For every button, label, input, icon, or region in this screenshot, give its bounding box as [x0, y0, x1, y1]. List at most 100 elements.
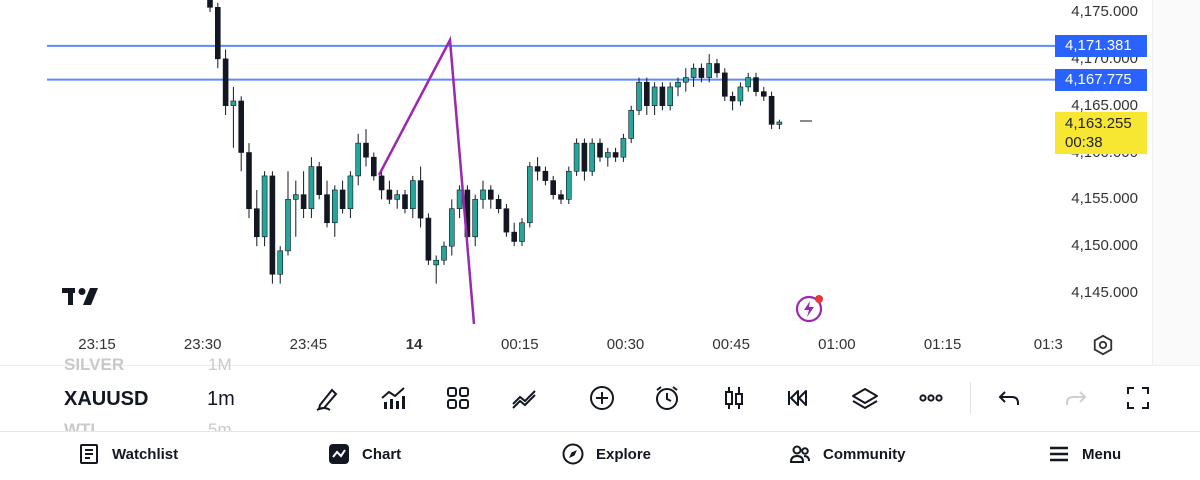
candle — [487, 185, 494, 209]
candle-body-down — [238, 100, 244, 153]
candle-body-up — [745, 77, 752, 88]
candle — [456, 185, 463, 219]
candle-body-down — [417, 180, 424, 219]
price-tick-label: 4,165.000 — [1071, 96, 1138, 114]
chart-settings-icon[interactable] — [1092, 334, 1114, 356]
nav-menu[interactable]: Menu — [1048, 443, 1121, 465]
symbol-picker-prev[interactable]: SILVER — [64, 355, 125, 374]
candle — [425, 213, 432, 265]
candle — [441, 241, 447, 265]
time-tick-label: 23:45 — [289, 336, 328, 353]
nav-explore[interactable]: Explore — [562, 443, 651, 465]
candle — [721, 68, 728, 101]
candle-body-down — [324, 194, 330, 224]
current-price-label: 4,163.255 00:38 — [1055, 112, 1147, 154]
timeframe-selector[interactable]: 1m — [207, 388, 235, 410]
candle-body-up — [737, 86, 744, 102]
candle — [363, 129, 369, 167]
trend-drawing[interactable] — [377, 35, 476, 325]
candle-body-up — [456, 189, 463, 209]
candle-body-down — [316, 166, 323, 195]
chart-canvas[interactable]: 4,175.0004,170.0004,165.0004,160.0004,15… — [0, 0, 1200, 365]
more-button[interactable] — [913, 380, 949, 416]
candle — [729, 91, 736, 111]
candle — [667, 82, 674, 111]
candle — [698, 63, 705, 83]
candle — [550, 175, 557, 200]
layouts-button[interactable] — [440, 380, 476, 416]
nav-watchlist[interactable]: Watchlist — [78, 443, 178, 465]
nav-community[interactable]: Community — [789, 443, 906, 465]
candle — [324, 180, 330, 228]
candle — [230, 86, 237, 148]
candle-body-up — [682, 77, 689, 83]
compare-icon — [512, 390, 536, 409]
candle-body-down — [487, 189, 494, 200]
time-tick-label: 01:15 — [923, 336, 962, 353]
pencil-icon — [316, 388, 338, 411]
undo-button[interactable] — [991, 380, 1027, 416]
time-tick-label: 23:15 — [78, 336, 116, 353]
nav-chart[interactable]: Chart — [328, 443, 401, 465]
replay-button[interactable] — [780, 380, 816, 416]
candle-body-down — [363, 142, 369, 158]
price-tick-label: 4,150.000 — [1071, 237, 1138, 255]
time-tick-label: 00:30 — [606, 336, 645, 353]
candle — [339, 180, 346, 214]
candle — [737, 82, 744, 106]
timeframe-prev[interactable]: 1M — [208, 355, 232, 374]
candle — [760, 86, 767, 101]
candle — [402, 189, 408, 214]
add-symbol-button[interactable] — [584, 380, 620, 416]
alert-price-flag-2[interactable]: 4,167.775 — [1055, 69, 1147, 91]
candle — [215, 2, 221, 69]
candle-body-up — [628, 110, 635, 139]
candle-body-up — [565, 170, 572, 200]
drawing-tools-button[interactable] — [310, 380, 346, 416]
drawing-tool-lines[interactable] — [377, 35, 476, 325]
candle — [651, 82, 658, 116]
time-tick-label: 01:3 — [1033, 336, 1063, 353]
candle-body-down — [402, 194, 408, 209]
alert-price-flag-1[interactable]: 4,171.381 — [1055, 35, 1147, 57]
candle — [542, 166, 549, 186]
indicators-button[interactable] — [375, 380, 411, 416]
alert-lines[interactable] — [47, 44, 1055, 81]
time-tick-label: 14 — [405, 336, 423, 353]
candle-body-up — [526, 166, 533, 224]
candle-body-up — [331, 189, 338, 224]
bottom-navigation — [0, 431, 1200, 480]
candle-body-up — [277, 250, 284, 275]
candle — [659, 82, 666, 111]
candle-body-up — [675, 81, 681, 88]
right-scroll-edge[interactable] — [1152, 0, 1200, 365]
bar-countdown: 00:38 — [1065, 134, 1103, 151]
candle-body-down — [495, 199, 502, 209]
symbol-name[interactable]: XAUUSD — [64, 388, 149, 410]
candle-body-down — [534, 166, 541, 172]
candle — [534, 157, 541, 181]
candle-body-down — [550, 180, 557, 195]
candle-body-down — [254, 208, 260, 238]
candle-body-down — [659, 86, 666, 106]
time-tick-label: 00:15 — [501, 336, 539, 353]
candle-body-up — [394, 194, 401, 200]
redo-icon — [1066, 391, 1087, 405]
candle-body-down — [729, 96, 736, 102]
replay-lightning-icon[interactable] — [795, 294, 825, 324]
price-tick-label: 4,175.000 — [1071, 3, 1138, 20]
candlestick-chart[interactable] — [0, 0, 1152, 365]
fullscreen-icon — [1127, 387, 1149, 409]
fullscreen-button[interactable] — [1120, 380, 1156, 416]
candle-body-down — [558, 194, 564, 200]
candle — [636, 77, 642, 116]
candle — [331, 185, 338, 237]
candle — [207, 0, 213, 12]
candle-body-down — [300, 194, 307, 209]
chart-type-button[interactable] — [716, 380, 752, 416]
object-tree-button[interactable] — [847, 380, 883, 416]
alert-button[interactable] — [649, 380, 685, 416]
compare-button[interactable] — [506, 380, 542, 416]
candle-body-up — [589, 142, 596, 172]
redo-button[interactable] — [1058, 380, 1094, 416]
